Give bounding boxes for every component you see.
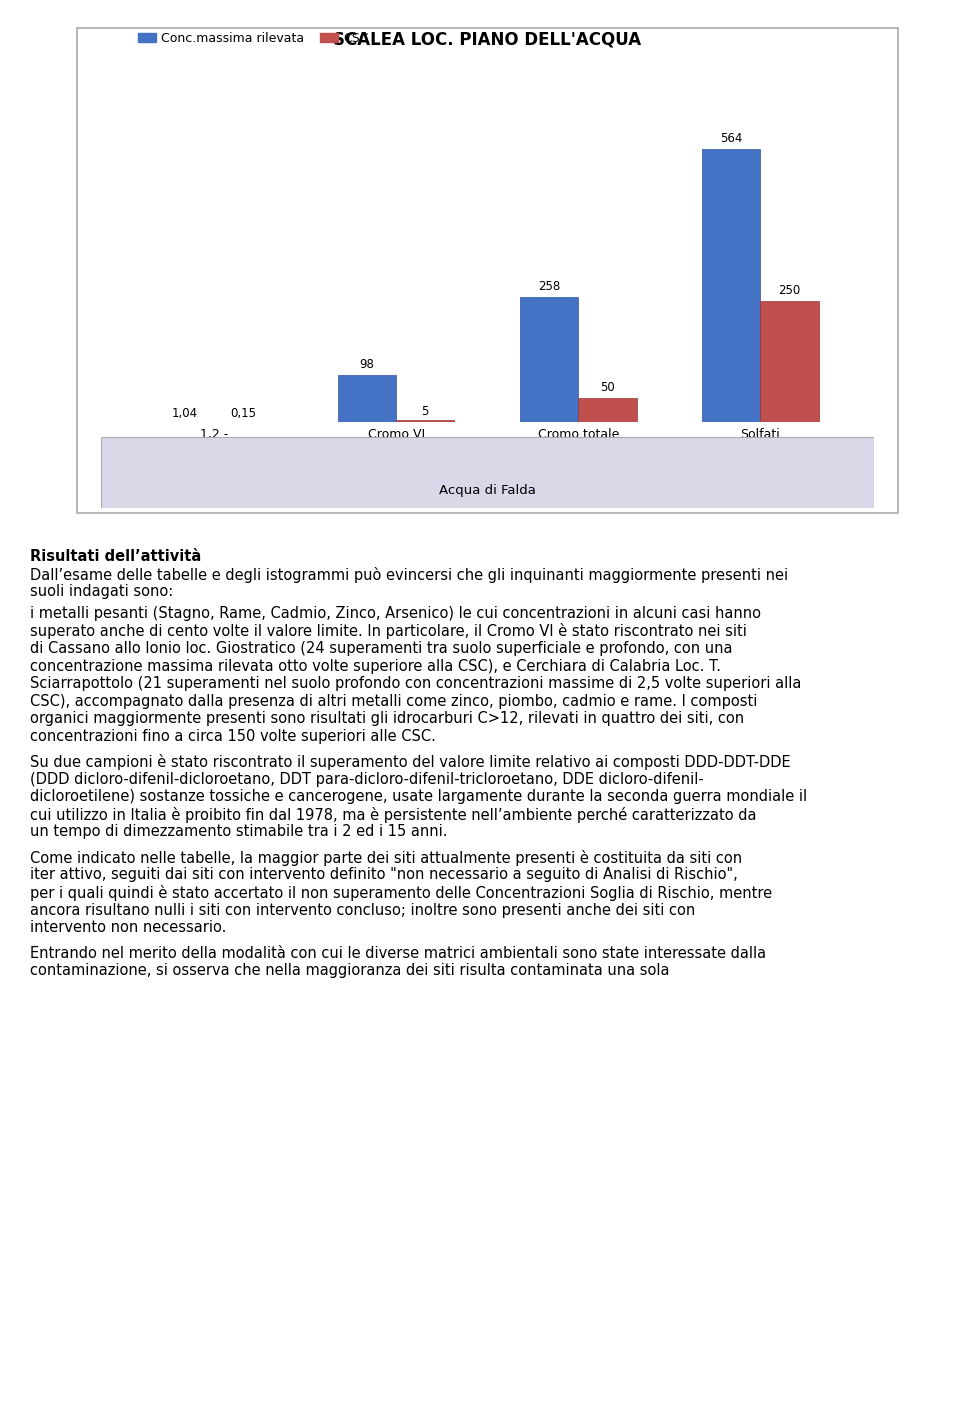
- Text: cui utilizzo in Italia è proibito fin dal 1978, ma è persistente nell’ambiente p: cui utilizzo in Italia è proibito fin da…: [30, 807, 756, 823]
- Bar: [338, 374, 396, 422]
- Text: Sciarrapottolo (21 superamenti nel suolo profondo con concentrazioni massime di : Sciarrapottolo (21 superamenti nel suolo…: [30, 676, 802, 692]
- Bar: [702, 149, 760, 422]
- Text: iter attivo, seguiti dai siti con intervento definito "non necessario a seguito : iter attivo, seguiti dai siti con interv…: [30, 868, 737, 883]
- Text: un tempo di dimezzamento stimabile tra i 2 ed i 15 anni.: un tempo di dimezzamento stimabile tra i…: [30, 824, 447, 839]
- Legend: Conc.massima rilevata, CSC: Conc.massima rilevata, CSC: [132, 27, 373, 49]
- Text: Dall’esame delle tabelle e degli istogrammi può evincersi che gli inquinanti mag: Dall’esame delle tabelle e degli istogra…: [30, 567, 788, 583]
- Bar: [578, 398, 636, 422]
- Text: 0,15: 0,15: [230, 406, 256, 420]
- Text: intervento non necessario.: intervento non necessario.: [30, 920, 227, 935]
- Text: 98: 98: [360, 357, 374, 371]
- Text: organici maggiormente presenti sono risultati gli idrocarburi C>12, rilevati in : organici maggiormente presenti sono risu…: [30, 711, 744, 725]
- Bar: [760, 301, 819, 422]
- Bar: [520, 297, 578, 422]
- Text: 258: 258: [538, 280, 561, 294]
- Text: Come indicato nelle tabelle, la maggior parte dei siti attualmente presenti è co: Come indicato nelle tabelle, la maggior …: [30, 849, 742, 866]
- Text: Risultati dell’attività: Risultati dell’attività: [30, 550, 202, 564]
- Text: 50: 50: [600, 381, 614, 394]
- Text: per i quali quindi è stato accertato il non superamento delle Concentrazioni Sog: per i quali quindi è stato accertato il …: [30, 884, 772, 901]
- Text: Acqua di Falda: Acqua di Falda: [439, 484, 536, 496]
- Text: Su due campioni è stato riscontrato il superamento del valore limite relativo ai: Su due campioni è stato riscontrato il s…: [30, 754, 791, 770]
- Text: ancora risultano nulli i siti con intervento concluso; inoltre sono presenti anc: ancora risultano nulli i siti con interv…: [30, 903, 695, 918]
- Bar: [396, 419, 454, 422]
- Text: i metalli pesanti (Stagno, Rame, Cadmio, Zinco, Arsenico) le cui concentrazioni : i metalli pesanti (Stagno, Rame, Cadmio,…: [30, 606, 761, 621]
- Text: 564: 564: [720, 132, 742, 145]
- Text: 5: 5: [421, 405, 429, 418]
- Text: 1,04: 1,04: [172, 406, 198, 419]
- Text: 250: 250: [779, 284, 801, 297]
- Title: SCALEA LOC. PIANO DELL'ACQUA: SCALEA LOC. PIANO DELL'ACQUA: [333, 31, 641, 48]
- Text: (DDD dicloro-difenil-dicloroetano, DDT para-dicloro-difenil-tricloroetano, DDE d: (DDD dicloro-difenil-dicloroetano, DDT p…: [30, 772, 704, 787]
- Text: contaminazione, si osserva che nella maggioranza dei siti risulta contaminata un: contaminazione, si osserva che nella mag…: [30, 963, 669, 979]
- Text: CSC), accompagnato dalla presenza di altri metalli come zinco, piombo, cadmio e : CSC), accompagnato dalla presenza di alt…: [30, 693, 757, 709]
- Text: concentrazione massima rilevata otto volte superiore alla CSC), e Cerchiara di C: concentrazione massima rilevata otto vol…: [30, 658, 721, 673]
- Text: superato anche di cento volte il valore limite. In particolare, il Cromo VI è st: superato anche di cento volte il valore …: [30, 623, 747, 640]
- Text: dicloroetilene) sostanze tossiche e cancerogene, usate largamente durante la sec: dicloroetilene) sostanze tossiche e canc…: [30, 789, 807, 804]
- Text: suoli indagati sono:: suoli indagati sono:: [30, 585, 173, 599]
- Text: concentrazioni fino a circa 150 volte superiori alle CSC.: concentrazioni fino a circa 150 volte su…: [30, 728, 436, 744]
- Text: di Cassano allo Ionio loc. Giostratico (24 superamenti tra suolo superficiale e : di Cassano allo Ionio loc. Giostratico (…: [30, 641, 732, 657]
- Text: Entrando nel merito della modalità con cui le diverse matrici ambientali sono st: Entrando nel merito della modalità con c…: [30, 946, 766, 960]
